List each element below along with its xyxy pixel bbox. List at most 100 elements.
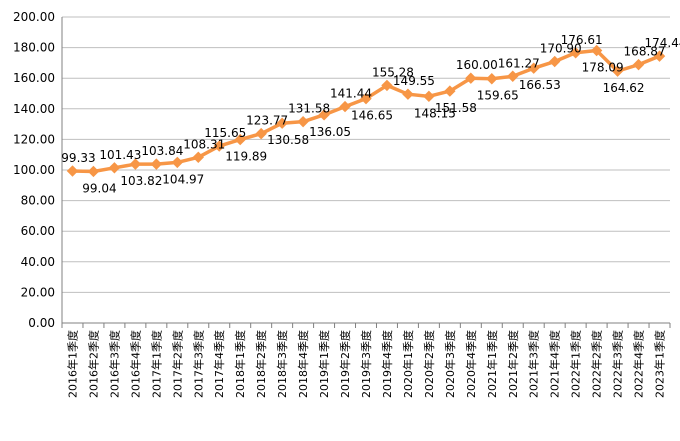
x-tick-label: 2022年4季度 (632, 330, 646, 398)
data-label: 131.58 (288, 102, 330, 116)
x-tick-label: 2016年2季度 (86, 330, 100, 398)
data-point-marker (318, 109, 330, 121)
data-point-marker (360, 92, 372, 105)
x-tick-label: 2018年4季度 (296, 330, 310, 398)
data-point-marker (465, 72, 477, 84)
x-tick-label: 2021年4季度 (548, 330, 562, 398)
data-point-marker (381, 79, 393, 92)
data-point-marker (528, 62, 540, 74)
data-point-marker (486, 73, 498, 85)
x-tick-label: 2020年1季度 (401, 330, 415, 398)
y-tick-label: 20.00 (21, 285, 55, 299)
data-point-marker (339, 100, 351, 113)
data-point-marker (129, 158, 142, 170)
data-point-marker (234, 133, 246, 146)
data-label: 148.15 (414, 106, 456, 120)
data-label: 159.65 (477, 89, 519, 103)
x-tick-label: 2018年2季度 (254, 330, 268, 398)
data-label: 130.58 (267, 133, 309, 147)
data-label: 149.55 (393, 74, 435, 88)
data-label: 123.77 (246, 114, 288, 128)
data-point-marker (423, 90, 435, 103)
x-tick-label: 2016年1季度 (65, 330, 79, 398)
data-point-marker (192, 151, 204, 163)
data-point-marker (66, 165, 79, 177)
data-label: 164.62 (603, 81, 645, 95)
x-tick-label: 2022年2季度 (590, 330, 604, 398)
data-point-marker (444, 85, 456, 97)
data-label: 178.09 (582, 61, 624, 75)
x-tick-label: 2020年2季度 (422, 330, 436, 398)
data-label: 168.87 (624, 45, 666, 59)
data-labels: 99.33 99.04 101.43 103.82 103.84 104.97 108.31… (61, 33, 680, 196)
data-point-marker (171, 156, 184, 169)
data-point-marker (590, 44, 603, 57)
data-label: 141.44 (330, 87, 372, 101)
x-tick-label: 2021年2季度 (506, 330, 520, 398)
x-tick-label: 2020年3季度 (443, 330, 457, 398)
x-tick-label: 2019年3季度 (359, 330, 373, 398)
data-label: 174.44 (645, 36, 680, 50)
x-tick-label: 2016年3季度 (107, 330, 121, 398)
data-point-marker (402, 88, 414, 100)
y-tick-label: 0.00 (28, 316, 55, 330)
data-point-marker (569, 47, 582, 59)
y-tick-label: 100.00 (13, 163, 55, 177)
data-label: 136.05 (309, 125, 351, 139)
data-label: 101.43 (99, 148, 141, 162)
x-tick-label: 2017年1季度 (149, 330, 163, 398)
y-tick-label: 80.00 (21, 194, 55, 208)
data-label: 176.61 (561, 33, 603, 47)
series-markers (66, 44, 666, 178)
x-tick-label: 2021年3季度 (527, 330, 541, 398)
y-tick-label: 60.00 (21, 224, 55, 238)
data-point-marker (213, 140, 225, 152)
data-label: 103.84 (141, 144, 183, 158)
y-tick-label: 40.00 (21, 255, 55, 269)
data-point-marker (276, 117, 288, 129)
data-point-marker (108, 162, 121, 174)
x-tick-label: 2020年4季度 (464, 330, 478, 398)
x-tick-label: 2019年4季度 (380, 330, 394, 398)
x-tick-label: 2019年2季度 (338, 330, 352, 398)
y-tick-label: 140.00 (13, 102, 55, 116)
x-tick-label: 2017年4季度 (212, 330, 226, 398)
data-label: 166.53 (519, 78, 561, 92)
y-tick-label: 180.00 (13, 41, 55, 55)
x-axis-tick-labels: 2016年1季度 2016年2季度 2016年3季度 2016年4季度 2017年1季度… (65, 330, 666, 398)
data-point-marker (87, 165, 100, 178)
x-tick-label: 2018年3季度 (275, 330, 289, 398)
x-tick-label: 2017年2季度 (170, 330, 184, 398)
data-point-marker (611, 65, 624, 77)
data-point-marker (297, 115, 309, 128)
data-label: 99.04 (82, 181, 116, 195)
data-point-marker (653, 50, 666, 62)
x-tick-label: 2016年4季度 (128, 330, 142, 398)
x-tick-label: 2021年1季度 (485, 330, 499, 398)
y-axis-tick-labels: 0.00 20.00 40.00 60.00 80.00 100.00 120.00 140.… (13, 10, 55, 330)
axes (61, 17, 671, 328)
data-point-marker (507, 70, 519, 82)
y-tick-label: 200.00 (13, 10, 55, 24)
data-point-marker (548, 55, 561, 68)
gridlines (62, 16, 670, 293)
data-label: 160.00 (456, 58, 498, 72)
data-label: 104.97 (162, 172, 204, 186)
data-label: 146.65 (351, 109, 393, 123)
data-point-marker (150, 158, 163, 170)
data-label: 99.33 (61, 151, 95, 165)
data-label: 115.65 (204, 126, 246, 140)
data-point-marker (632, 58, 645, 71)
data-label: 108.31 (183, 137, 225, 151)
data-label: 161.27 (498, 56, 540, 70)
data-label: 170.90 (540, 42, 582, 56)
data-label: 119.89 (225, 150, 267, 164)
x-tick-label: 2018年1季度 (233, 330, 247, 398)
data-label: 155.28 (372, 65, 414, 79)
x-tick-label: 2019年1季度 (317, 330, 331, 398)
x-tick-label: 2017年3季度 (191, 330, 205, 398)
x-tick-label: 2023年1季度 (653, 330, 667, 398)
data-point-marker (255, 127, 267, 140)
